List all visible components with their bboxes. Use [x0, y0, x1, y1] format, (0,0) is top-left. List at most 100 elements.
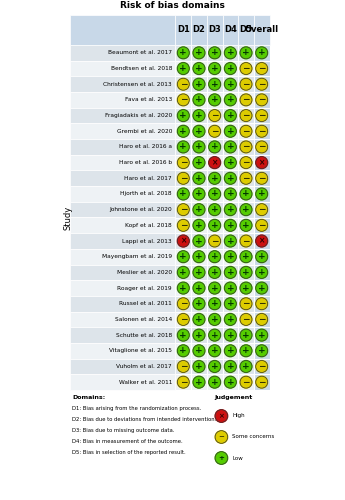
Text: −: −: [258, 80, 265, 88]
Circle shape: [224, 329, 236, 341]
Circle shape: [256, 204, 268, 216]
Bar: [176, 343, 269, 358]
Text: +: +: [211, 362, 218, 371]
Text: ×: ×: [180, 236, 187, 246]
Text: +: +: [227, 252, 234, 261]
Circle shape: [177, 282, 189, 294]
Text: +: +: [211, 205, 218, 214]
Bar: [176, 155, 269, 170]
Text: D2: Bias due to deviations from intended intervention.: D2: Bias due to deviations from intended…: [72, 417, 217, 422]
Text: D3: D3: [208, 26, 221, 35]
Text: Christensen et al. 2013: Christensen et al. 2013: [104, 82, 172, 86]
Bar: [254, 249, 269, 264]
Circle shape: [209, 345, 220, 357]
Bar: [176, 60, 269, 76]
Bar: [254, 170, 269, 186]
Text: −: −: [242, 174, 250, 183]
Text: Haro et al. 2016 a: Haro et al. 2016 a: [119, 144, 172, 150]
Circle shape: [193, 266, 205, 278]
Text: +: +: [242, 48, 250, 58]
Text: −: −: [242, 80, 250, 88]
Circle shape: [193, 282, 205, 294]
Circle shape: [177, 62, 189, 74]
Text: Mayengbam et al. 2019: Mayengbam et al. 2019: [102, 254, 172, 259]
Text: +: +: [242, 221, 250, 230]
Text: +: +: [242, 346, 250, 356]
Text: −: −: [179, 362, 187, 371]
Text: +: +: [211, 284, 218, 292]
Text: −: −: [242, 111, 250, 120]
Text: +: +: [227, 378, 234, 386]
Circle shape: [256, 314, 268, 326]
Circle shape: [256, 94, 268, 106]
Circle shape: [240, 62, 252, 74]
Text: +: +: [179, 346, 187, 356]
Text: Fragiadakis et al. 2020: Fragiadakis et al. 2020: [105, 113, 172, 118]
Bar: [254, 186, 269, 202]
Circle shape: [193, 329, 205, 341]
Bar: [176, 108, 269, 124]
Circle shape: [240, 47, 252, 59]
Circle shape: [177, 110, 189, 122]
Circle shape: [177, 204, 189, 216]
Text: +: +: [242, 284, 250, 292]
Text: +: +: [211, 315, 218, 324]
Text: Meslier et al. 2020: Meslier et al. 2020: [117, 270, 172, 275]
Circle shape: [224, 156, 236, 168]
Text: −: −: [258, 174, 265, 183]
Text: D3: Bias due to missing outcome data.: D3: Bias due to missing outcome data.: [72, 428, 175, 433]
Circle shape: [256, 126, 268, 137]
Circle shape: [224, 314, 236, 326]
Text: −: −: [179, 80, 187, 88]
Text: −: −: [179, 96, 187, 104]
Text: +: +: [218, 455, 224, 461]
Text: +: +: [195, 315, 203, 324]
Text: −: −: [242, 64, 250, 73]
Text: −: −: [179, 378, 187, 386]
Text: D5: D5: [239, 26, 253, 35]
Text: +: +: [227, 205, 234, 214]
Circle shape: [193, 141, 205, 153]
Circle shape: [224, 94, 236, 106]
Text: Fava et al. 2013: Fava et al. 2013: [125, 98, 172, 102]
Bar: [176, 186, 269, 202]
Text: +: +: [179, 252, 187, 261]
Circle shape: [240, 266, 252, 278]
Text: +: +: [227, 236, 234, 246]
Text: Roager et al. 2019: Roager et al. 2019: [117, 286, 172, 290]
Text: +: +: [258, 48, 266, 58]
Text: +: +: [195, 221, 203, 230]
Text: D1: D1: [177, 26, 190, 35]
Circle shape: [177, 235, 189, 247]
Bar: [254, 296, 269, 312]
Circle shape: [256, 345, 268, 357]
Text: Kopf et al. 2018: Kopf et al. 2018: [125, 223, 172, 228]
Text: −: −: [211, 236, 218, 246]
Text: +: +: [227, 346, 234, 356]
Bar: [176, 170, 269, 186]
Bar: [254, 280, 269, 296]
Bar: [176, 218, 269, 233]
Circle shape: [240, 345, 252, 357]
Circle shape: [177, 298, 189, 310]
Text: −: −: [179, 299, 187, 308]
Circle shape: [193, 172, 205, 184]
Text: Low: Low: [232, 456, 243, 460]
Circle shape: [177, 329, 189, 341]
Circle shape: [256, 250, 268, 262]
Circle shape: [209, 47, 220, 59]
Text: +: +: [195, 174, 203, 183]
Text: −: −: [218, 434, 224, 440]
Text: +: +: [227, 80, 234, 88]
Text: D4: D4: [224, 26, 237, 35]
Text: +: +: [195, 299, 203, 308]
Bar: [176, 280, 269, 296]
Circle shape: [193, 345, 205, 357]
Text: −: −: [258, 205, 265, 214]
Circle shape: [193, 360, 205, 372]
Circle shape: [240, 204, 252, 216]
Text: +: +: [227, 48, 234, 58]
Text: +: +: [211, 64, 218, 73]
Circle shape: [209, 329, 220, 341]
Circle shape: [240, 141, 252, 153]
